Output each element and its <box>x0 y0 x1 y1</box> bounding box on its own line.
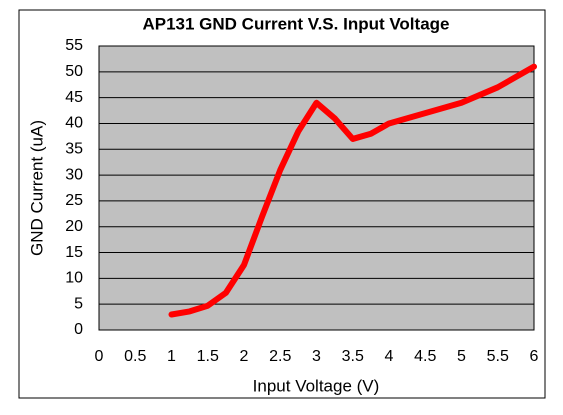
x-tick-label: 2 <box>240 348 249 365</box>
y-tick-label: 50 <box>65 63 83 80</box>
x-tick-label: 1 <box>167 348 176 365</box>
x-tick-label: 4.5 <box>414 348 436 365</box>
x-tick-label: 0.5 <box>124 348 146 365</box>
y-tick-label: 30 <box>65 166 83 183</box>
data-line <box>168 63 537 318</box>
y-tick-label: 0 <box>74 321 83 338</box>
y-tick-label: 35 <box>65 140 83 157</box>
y-tick-label: 55 <box>65 37 83 54</box>
y-axis-label: GND Current (uA) <box>27 120 46 256</box>
y-tick-label: 25 <box>65 192 83 209</box>
y-tick-label: 20 <box>65 218 83 235</box>
x-axis-label: Input Voltage (V) <box>253 376 380 395</box>
x-tick-label: 4 <box>385 348 394 365</box>
x-tick-label: 5 <box>457 348 466 365</box>
x-tick-label: 2.5 <box>269 348 291 365</box>
plot-area <box>98 45 535 331</box>
y-tick-label: 10 <box>65 270 83 287</box>
y-tick-label: 5 <box>74 295 83 312</box>
x-tick-label: 6 <box>530 348 539 365</box>
y-tick-label: 15 <box>65 244 83 261</box>
chart-title: AP131 GND Current V.S. Input Voltage <box>142 14 449 33</box>
x-tick-label: 0 <box>95 348 104 365</box>
x-tick-label: 3 <box>312 348 321 365</box>
y-tick-label: 45 <box>65 89 83 106</box>
x-tick-label: 3.5 <box>342 348 364 365</box>
x-tick-label: 1.5 <box>197 348 219 365</box>
x-tick-label: 5.5 <box>487 348 509 365</box>
y-tick-label: 40 <box>65 115 83 132</box>
